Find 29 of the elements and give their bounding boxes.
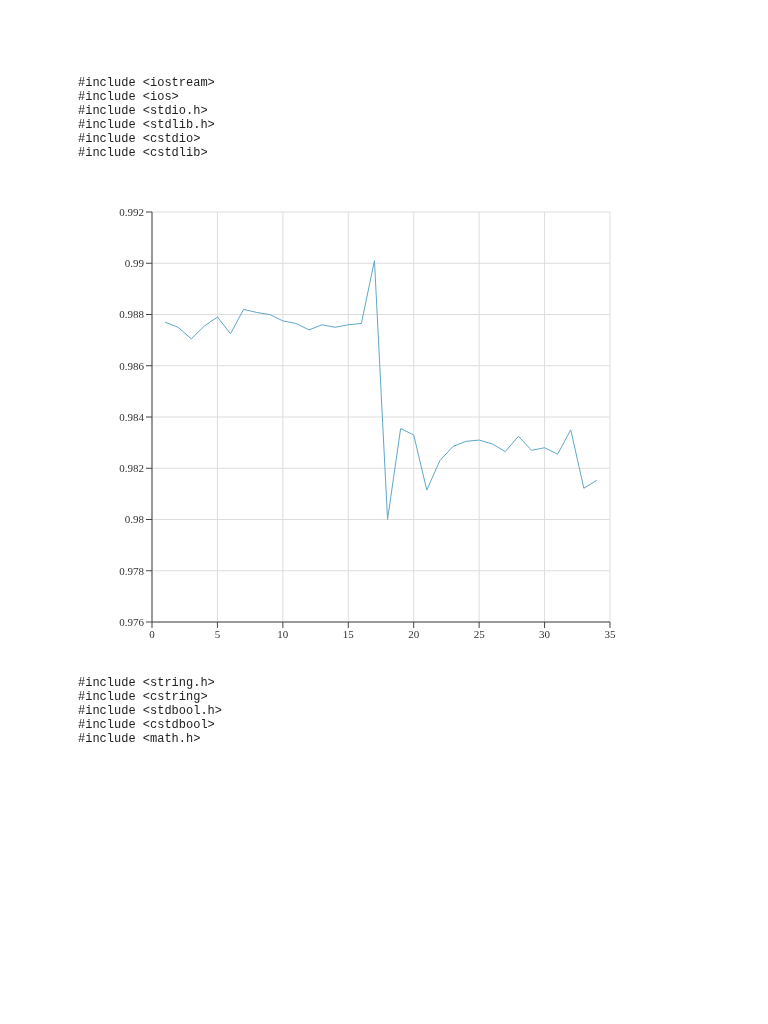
x-tick-label: 35 [604,627,616,640]
text: #include <cstring> [78,690,209,704]
x-tick-label: 25 [473,627,486,640]
text: #include <stdlib.h> [78,118,215,132]
x-tick-label: 20 [408,627,420,640]
y-tick-label: 0.99 [124,257,145,270]
y-tick-label: 0.98 [124,513,145,526]
x-tick-label: 5 [214,627,221,640]
text: #include <cstdlib> [78,146,209,160]
text: #include <string.h> [78,676,216,690]
text: #include <stdbool.h> [78,704,223,718]
y-tick-label: 0.986 [119,359,145,372]
y-tick-label: 0.976 [119,615,145,628]
x-tick-label: 10 [277,627,289,640]
y-tick-label: 0.992 [119,205,144,218]
x-tick-label: 0 [149,627,156,640]
text: #include <cstdio> [78,132,202,146]
line-series [164,260,598,520]
y-tick-label: 0.984 [119,410,145,423]
text: #include <math.h> [78,732,202,746]
x-tick-label: 30 [539,627,551,640]
text: #include <iostream> [78,76,215,90]
x-tick-label: 15 [342,627,355,640]
y-tick-label: 0.988 [119,308,145,321]
text: #include <ios> [78,90,180,104]
text: #include <stdio.h> [78,104,209,118]
y-tick-label: 0.982 [119,462,144,475]
y-tick-label: 0.978 [119,564,145,577]
text: #include <cstdbool> [78,718,216,732]
